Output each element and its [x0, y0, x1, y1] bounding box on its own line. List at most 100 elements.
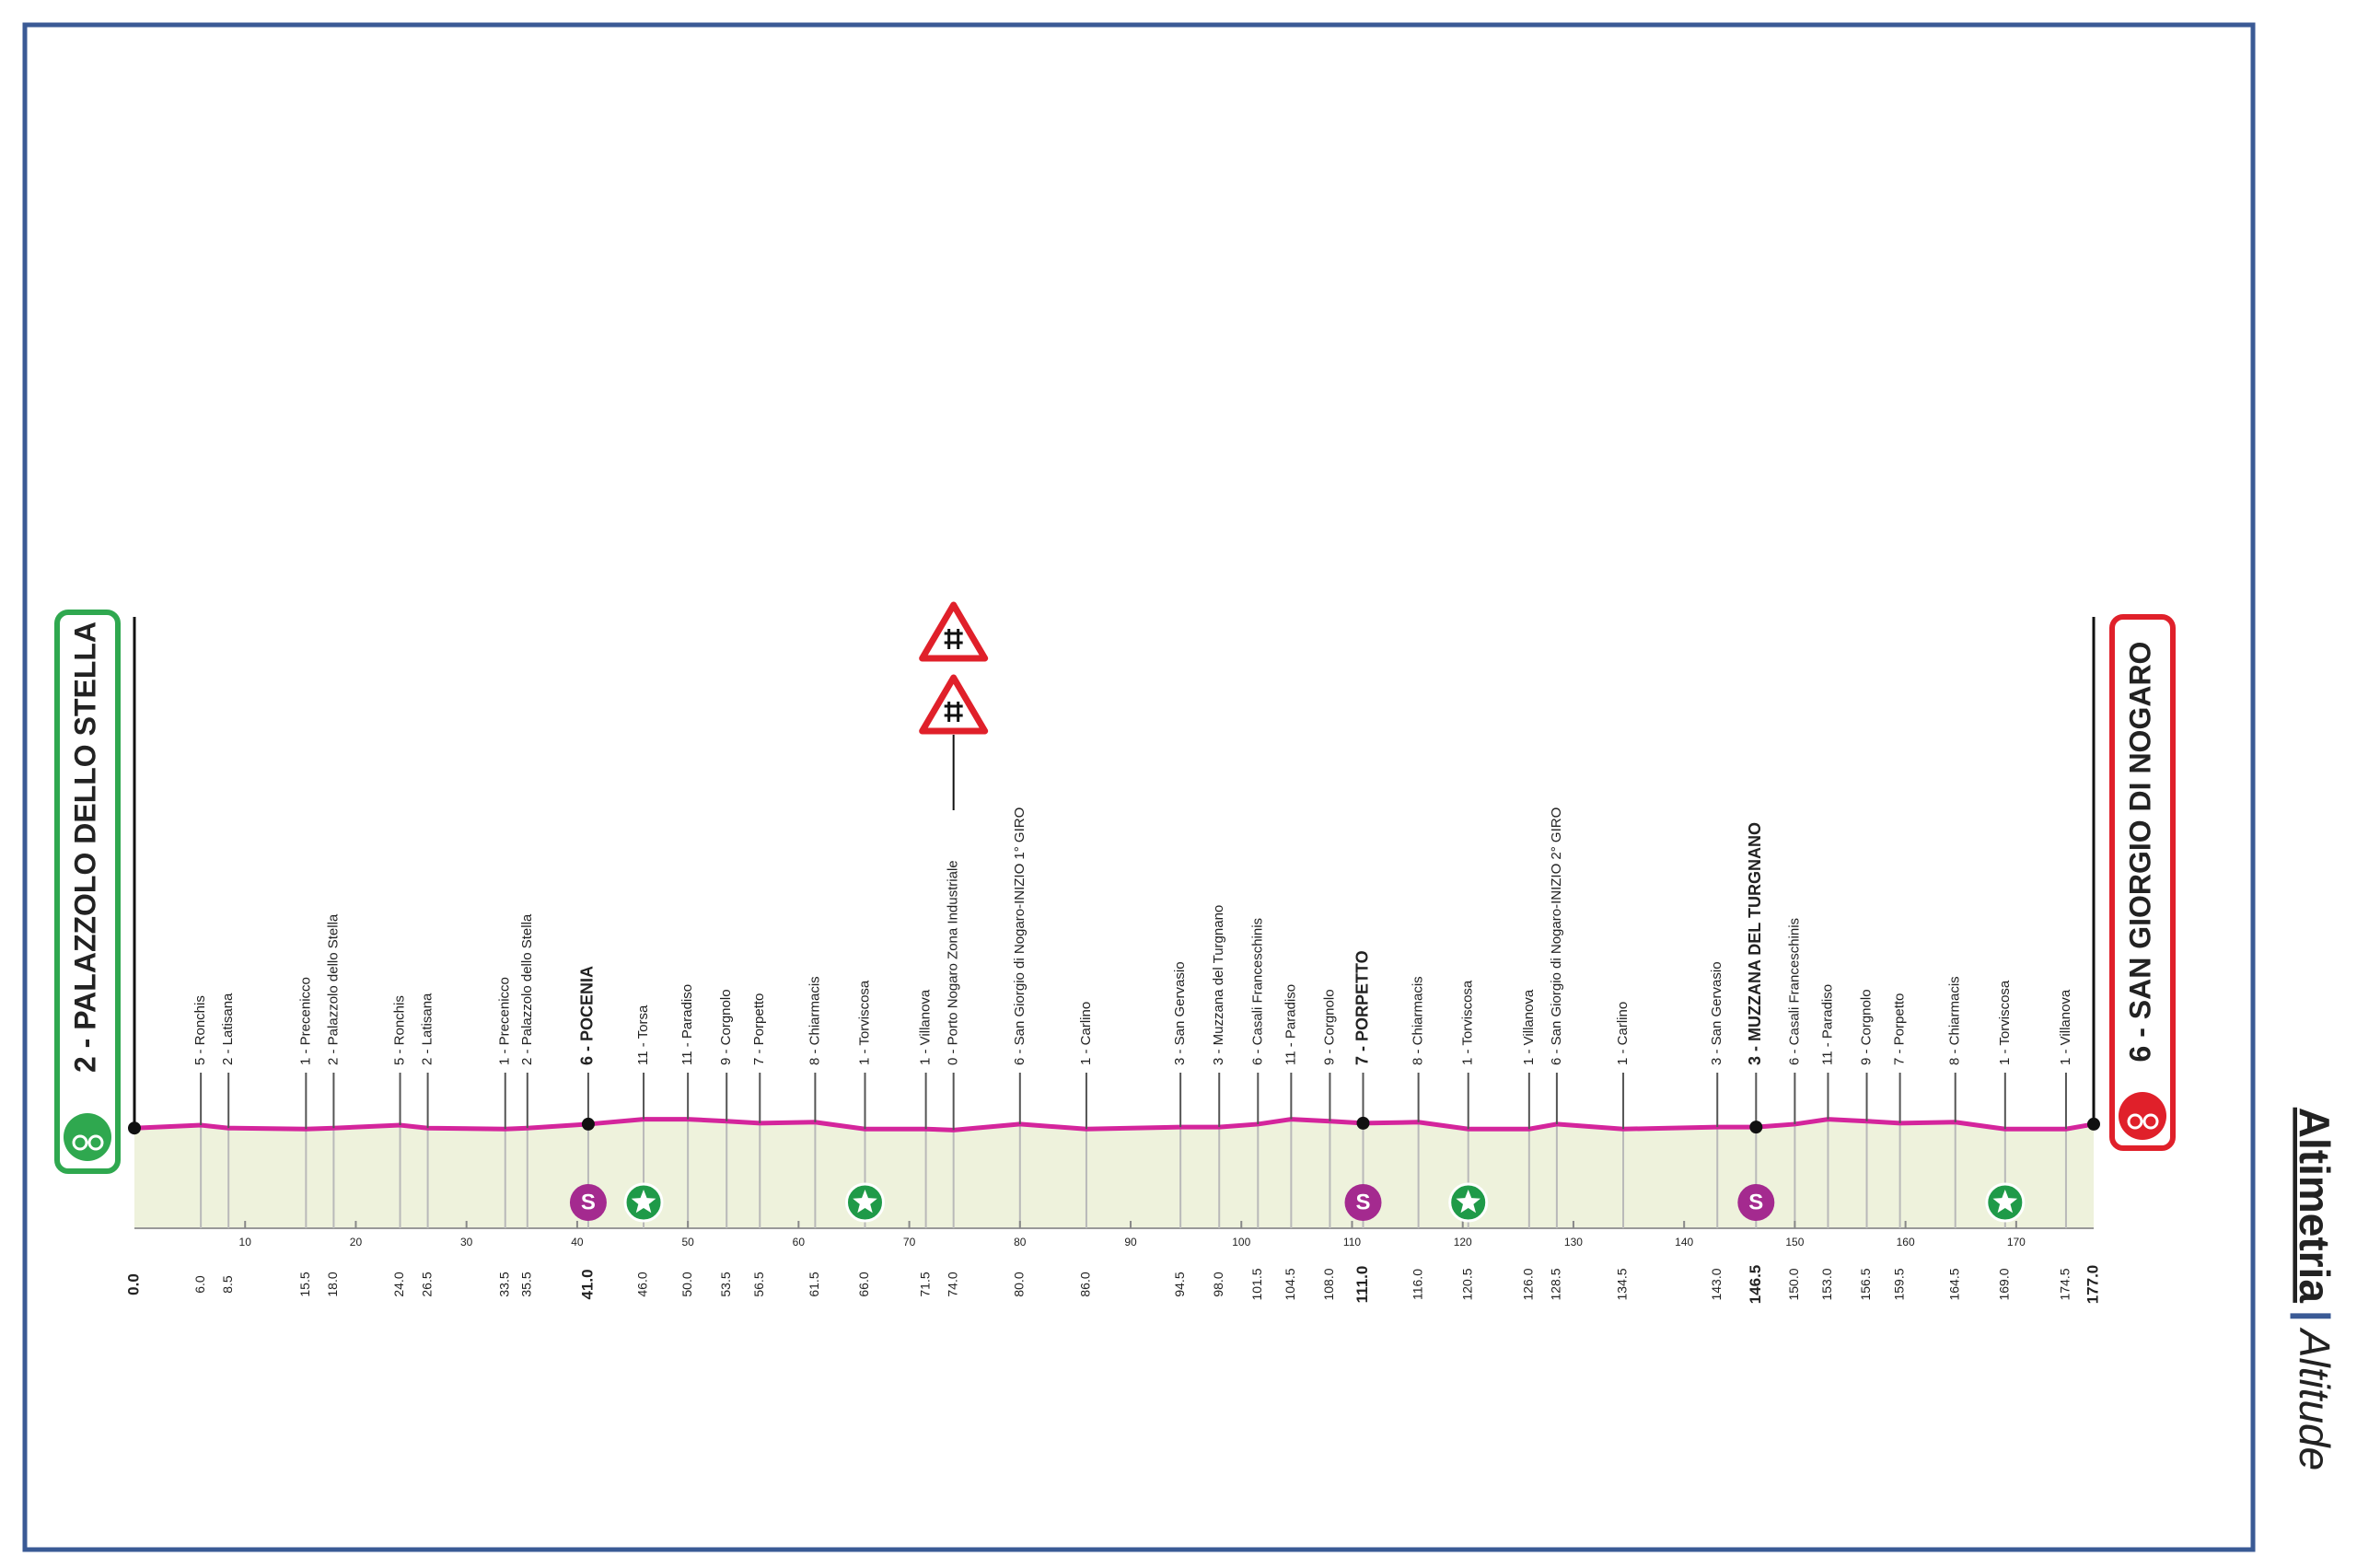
sprint-label: S	[581, 1190, 596, 1214]
km-label: 53.5	[718, 1272, 733, 1296]
km-label: 143.0	[1709, 1268, 1724, 1300]
km-label: 26.5	[419, 1272, 434, 1296]
waypoint-label: 1 - Villanova	[918, 989, 934, 1065]
x-tick-label: 160	[1897, 1236, 1915, 1249]
km-label: 41.0	[578, 1269, 596, 1299]
waypoint-label: 1 - Torviscosa	[1460, 980, 1476, 1065]
start-label: 2 - PALAZZOLO DELLO STELLA	[68, 621, 101, 1073]
km-label: 108.0	[1321, 1268, 1336, 1300]
km-label: 6.0	[192, 1275, 207, 1294]
x-tick-label: 140	[1675, 1236, 1693, 1249]
waypoint-label: 9 - Corgnolo	[1321, 989, 1337, 1065]
waypoint-label: 1 - Precenicco	[297, 977, 313, 1065]
km-label: 120.5	[1459, 1268, 1474, 1300]
km-label: 101.5	[1249, 1268, 1264, 1300]
intermediate-star	[1456, 1190, 1480, 1214]
km-label: 128.5	[1549, 1268, 1563, 1300]
x-tick-label: 90	[1124, 1236, 1137, 1249]
waypoint-label: 7 - Porpetto	[1892, 993, 1908, 1065]
waypoint-label: 6 - San Giorgio di Nogaro-INIZIO 1° GIRO	[1012, 807, 1028, 1065]
km-label: 61.5	[807, 1272, 821, 1296]
waypoint-label: 2 - Palazzolo dello Stella	[325, 913, 341, 1065]
km-label: 164.5	[1946, 1268, 1961, 1300]
waypoint-label: 6 - POCENIA	[578, 966, 597, 1065]
level-crossing-icon	[919, 674, 989, 735]
sprint-icon	[569, 1184, 607, 1221]
waypoint-label: 1 - Carlino	[1078, 1002, 1094, 1065]
waypoint-label: 11 - Torsa	[635, 1005, 651, 1065]
frame	[22, 22, 2256, 1552]
waypoint-label: 3 - Muzzana del Turgnano	[1211, 905, 1226, 1065]
km-label: 56.5	[751, 1272, 766, 1296]
km-label: 33.5	[496, 1272, 511, 1296]
waypoint-label: 0 - Porto Nogaro Zona Industriale	[946, 860, 961, 1065]
x-tick-label: 30	[460, 1236, 473, 1249]
finish-label: 6 - SAN GIORGIO DI NOGARO	[2123, 642, 2156, 1063]
x-tick-label: 150	[1785, 1236, 1804, 1249]
waypoint-label: 1 - Precenicco	[497, 977, 513, 1065]
cyclist-wheel	[2142, 1113, 2159, 1130]
finish-box	[2109, 614, 2176, 1151]
sprint-label: S	[1356, 1190, 1371, 1214]
sprint-icon	[1344, 1184, 1382, 1221]
km-label: 24.0	[391, 1272, 406, 1296]
brand-separator: |	[2291, 1310, 2339, 1322]
km-label: 169.0	[1997, 1268, 2012, 1300]
waypoint-label: 3 - MUZZANA DEL TURGNANO	[1746, 822, 1764, 1065]
waypoint-label: 8 - Chiarmacis	[1411, 976, 1426, 1065]
brand-subtitle: Altitude	[2291, 1327, 2339, 1470]
waypoint-label: 6 - Casali Franceschinis	[1786, 918, 1802, 1065]
waypoint-label: 1 - Torviscosa	[1997, 980, 2013, 1065]
x-tick-label: 60	[793, 1236, 806, 1249]
waypoint-label: 3 - San Gervasio	[1709, 961, 1724, 1065]
km-label: 80.0	[1012, 1272, 1027, 1296]
waypoint-label: 1 - Villanova	[2058, 989, 2073, 1065]
km-label: 159.5	[1891, 1268, 1906, 1300]
level-crossing-icon	[919, 601, 989, 662]
x-tick-label: 70	[903, 1236, 916, 1249]
waypoint-label: 1 - Villanova	[1521, 989, 1537, 1065]
waypoint-point	[581, 1117, 595, 1131]
km-label: 98.0	[1211, 1272, 1225, 1296]
km-label: 35.5	[519, 1272, 534, 1296]
waypoint-point	[1749, 1121, 1763, 1134]
waypoint-label: 9 - Corgnolo	[1859, 989, 1875, 1065]
km-label: 46.0	[635, 1272, 650, 1296]
km-label: 150.0	[1786, 1268, 1801, 1300]
waypoint-label: 8 - Chiarmacis	[1947, 976, 1963, 1065]
waypoint-label: 6 - San Giorgio di Nogaro-INIZIO 2° GIRO	[1549, 807, 1564, 1065]
km-label: 50.0	[679, 1272, 694, 1296]
x-tick-label: 170	[2007, 1236, 2026, 1249]
waypoint-label: 2 - Latisana	[420, 993, 435, 1065]
sprint-label: S	[1748, 1190, 1763, 1214]
waypoint-label: 9 - Corgnolo	[718, 989, 734, 1065]
waypoint-label: 11 - Paradiso	[1819, 984, 1835, 1065]
x-tick-label: 100	[1232, 1236, 1250, 1249]
brand-title: Altimetria	[2291, 1108, 2339, 1304]
waypoint-label: 7 - Porpetto	[751, 993, 767, 1065]
x-tick-label: 130	[1564, 1236, 1583, 1249]
waypoint-label: 1 - Carlino	[1615, 1002, 1631, 1065]
km-label: 15.5	[297, 1272, 312, 1296]
cyclist-wheel	[2127, 1113, 2143, 1130]
waypoint-label: 3 - San Gervasio	[1172, 961, 1188, 1065]
cyclist-wheel	[72, 1134, 88, 1151]
waypoint-label: 11 - Paradiso	[1283, 984, 1298, 1065]
x-tick-label: 40	[571, 1236, 584, 1249]
km-label: 111.0	[1353, 1266, 1371, 1304]
x-tick-label: 10	[239, 1236, 252, 1249]
km-label: 18.0	[325, 1272, 340, 1296]
km-label: 104.5	[1283, 1268, 1297, 1300]
end-point	[128, 1121, 141, 1135]
brand: Altimetria | Altitude	[2291, 1108, 2339, 1470]
cyclist-wheel	[87, 1134, 104, 1151]
km-label: 146.5	[1747, 1265, 1764, 1305]
km-label: 116.0	[1410, 1269, 1424, 1300]
waypoint-label: 5 - Ronchis	[192, 995, 208, 1065]
waypoint-label: 1 - Torviscosa	[856, 980, 872, 1065]
km-label: 0.0	[124, 1273, 142, 1295]
km-label: 177.0	[2084, 1265, 2101, 1305]
sprint-icon	[1737, 1184, 1775, 1221]
x-tick-label: 120	[1454, 1236, 1472, 1249]
